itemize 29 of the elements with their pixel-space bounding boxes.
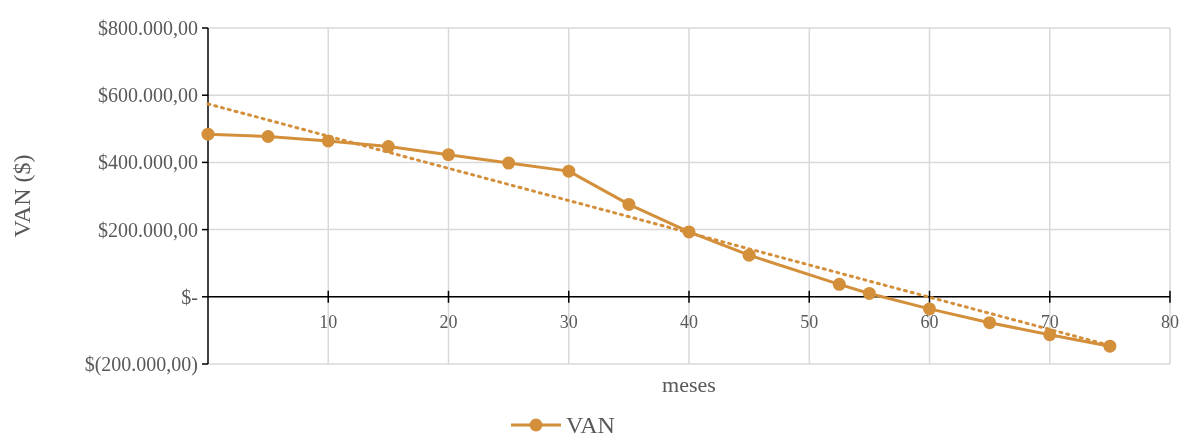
y-tick-label: $800.000,00 (98, 17, 198, 39)
x-tick-label: 50 (800, 311, 819, 332)
point (562, 164, 576, 178)
y-tick-label: $- (181, 285, 198, 308)
x-tick-label: 40 (680, 311, 698, 332)
x-tick-label: 30 (559, 311, 578, 332)
x-tick-label: 60 (920, 311, 939, 332)
point (862, 286, 876, 300)
point (742, 248, 756, 262)
x-tick-label: 10 (319, 311, 338, 332)
y-tick-label: $(200.000,00) (84, 353, 198, 376)
point (983, 316, 997, 330)
point (381, 140, 395, 154)
point (832, 277, 846, 291)
y-tick-label: $400.000,00 (98, 151, 198, 174)
legend-label: VAN (566, 412, 615, 439)
x-tick-label: 20 (439, 311, 458, 332)
point (201, 127, 215, 141)
y-tick-label: $600.000,00 (98, 84, 198, 107)
y-axis-title: VAN ($) (9, 154, 35, 238)
y-tick-label: $200.000,00 (98, 218, 198, 241)
point (261, 130, 275, 144)
point (622, 197, 636, 211)
point (923, 302, 936, 316)
point (442, 148, 455, 162)
x-tick-label: 80 (1161, 311, 1179, 332)
x-tick-label: 70 (1040, 311, 1059, 332)
point (502, 156, 516, 170)
x-axis-title: meses (662, 372, 716, 397)
